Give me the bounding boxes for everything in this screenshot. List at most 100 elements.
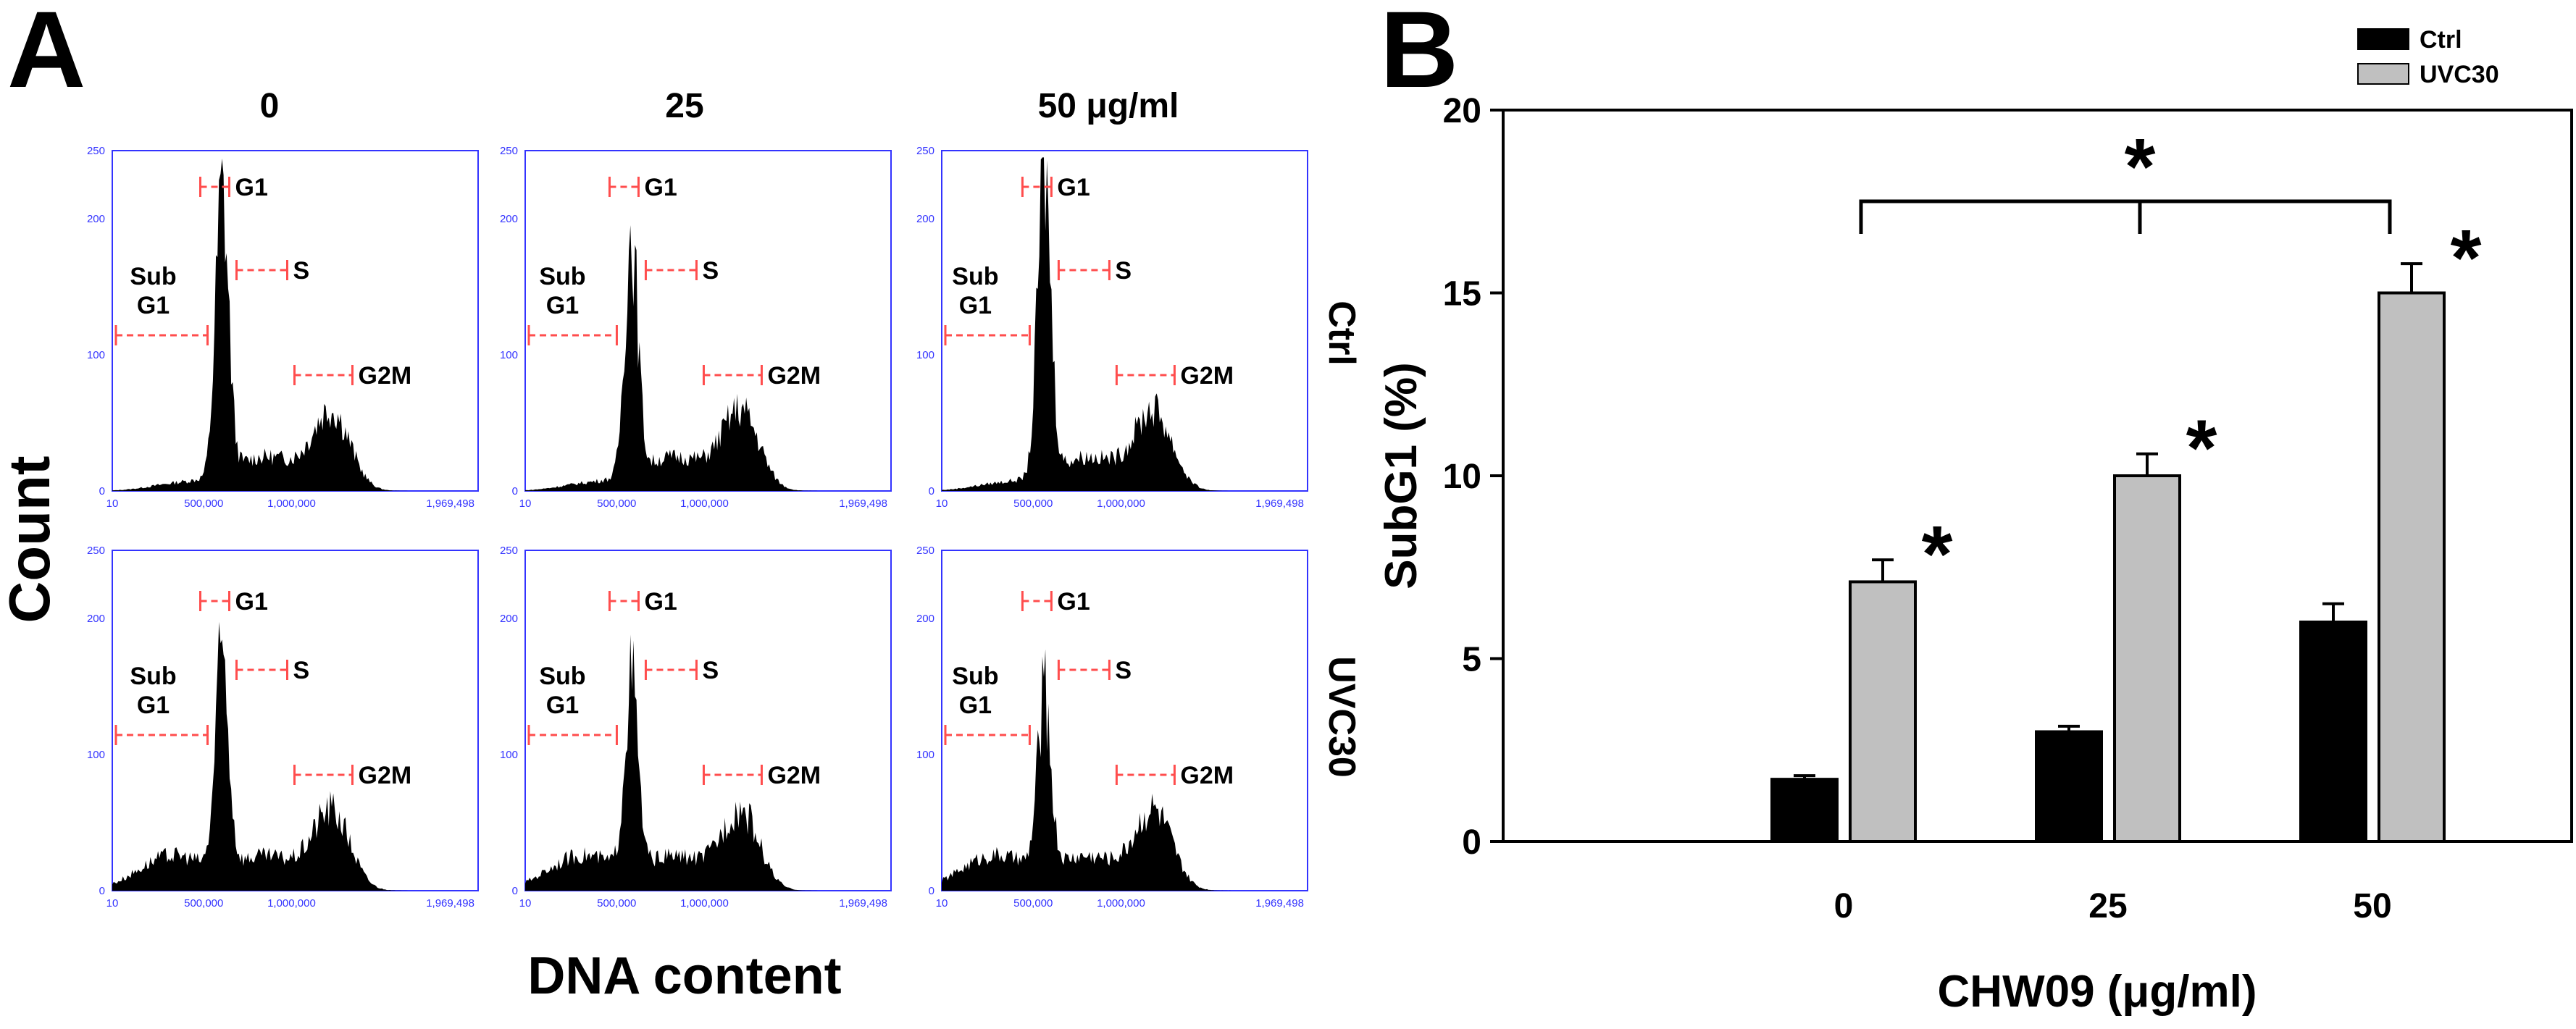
histogram-xtick: 1,000,000 (1097, 497, 1145, 510)
histogram-xtick: 500,000 (597, 897, 636, 910)
significance-star: * (2451, 214, 2482, 303)
histogram-xtick: 1,969,498 (1255, 897, 1304, 910)
histogram-frame (941, 150, 1308, 492)
legend-label-ctrl: Ctrl (2420, 26, 2462, 54)
histogram-ytick: 100 (916, 349, 934, 361)
bar-x-axis: 0 25 50 (1834, 887, 2392, 925)
histogram-xtick: 10 (519, 897, 532, 910)
panel-a-row-title-ctrl: Ctrl (1321, 301, 1363, 366)
histogram-ytick: 200 (916, 613, 934, 625)
bar-ytick-label: 10 (1443, 458, 1481, 496)
histogram-ytick: 200 (87, 213, 105, 225)
panel-a-letter: A (7, 0, 85, 110)
s-gate-label: S (293, 657, 310, 684)
g1-gate-label: G1 (235, 588, 268, 616)
g2m-gate-label: G2M (1180, 762, 1234, 789)
histogram-ytick: 250 (500, 545, 518, 557)
histogram-trace (942, 157, 1308, 491)
panel-a-row-title-uvc30: UVC30 (1321, 656, 1363, 778)
histogram-ytick: 0 (512, 885, 518, 897)
subg1-label-line1: Sub (952, 663, 998, 690)
histogram-ytick: 200 (500, 213, 518, 225)
subg1-bar-chart: 0 5 10 15 20 0 25 50 * * * * SubG1 (%) CHW09 (μg/… (1376, 26, 2573, 1017)
bar-ytick-label: 5 (1462, 641, 1481, 679)
subg1-label-line2: G1 (137, 292, 170, 319)
histogram-ytick: 0 (929, 885, 934, 897)
subg1-label-line1: Sub (130, 263, 176, 290)
histogram-frame (941, 550, 1308, 891)
histogram-xtick: 10 (106, 897, 119, 910)
histogram-ytick: 100 (87, 749, 105, 761)
panel-b-letter: B (1380, 0, 1458, 110)
histogram-frame (524, 150, 892, 492)
g2m-gate-label: G2M (767, 762, 821, 789)
panel-a-col-title-50: 50 μg/ml (1038, 87, 1179, 125)
subg1-label-line2: G1 (137, 692, 170, 719)
histogram-xtick: 500,000 (597, 497, 636, 510)
histogram-xtick: 10 (936, 497, 948, 510)
g2m-gate-label: G2M (1180, 362, 1234, 390)
histogram-xtick: 1,000,000 (267, 897, 316, 910)
histogram-ytick: 100 (500, 349, 518, 361)
histogram-ytick: 100 (87, 349, 105, 361)
g2m-gate-label: G2M (767, 362, 821, 390)
s-gate-label: S (702, 257, 719, 285)
histogram-xtick: 1,000,000 (680, 497, 729, 510)
histogram-xtick: 1,000,000 (1097, 897, 1145, 910)
bar-ytick-label: 20 (1443, 92, 1481, 130)
histogram-ytick: 0 (512, 485, 518, 497)
g1-gate-label: G1 (644, 588, 677, 616)
histogram-frame (112, 550, 479, 891)
histogram-xtick: 500,000 (184, 897, 223, 910)
g2m-gate-label: G2M (359, 762, 412, 789)
bar-ylabel: SubG1 (%) (1376, 362, 1426, 589)
subg1-label-line2: G1 (959, 692, 992, 719)
histogram-ytick: 200 (87, 613, 105, 625)
bar-xtick-label: 50 (2353, 887, 2391, 925)
legend-swatch-uvc30 (2357, 63, 2409, 85)
histogram-ytick: 250 (500, 145, 518, 157)
g1-gate-label: G1 (1057, 174, 1090, 201)
histogram-trace (112, 159, 478, 491)
histogram-ytick: 250 (916, 545, 934, 557)
histogram-xtick: 500,000 (1013, 897, 1053, 910)
subg1-label-line2: G1 (546, 692, 579, 719)
histogram-xtick: 500,000 (184, 497, 223, 510)
panel-a-col-title-25: 25 (665, 87, 703, 125)
significance-marks: * * * * (1859, 122, 2482, 599)
significance-bracket (1859, 199, 2392, 234)
s-gate-label: S (702, 657, 719, 684)
histogram-ytick: 0 (99, 485, 105, 497)
histogram-ytick: 100 (916, 749, 934, 761)
subg1-label-line2: G1 (546, 292, 579, 319)
histogram-frame (524, 550, 892, 891)
histogram-ytick: 250 (916, 145, 934, 157)
histogram-ytick: 0 (929, 485, 934, 497)
subg1-label-line1: Sub (952, 263, 998, 290)
histogram-ytick: 0 (99, 885, 105, 897)
histogram-ytick: 100 (500, 749, 518, 761)
legend-label-uvc30: UVC30 (2420, 61, 2499, 88)
bar-ytick-label: 15 (1443, 275, 1481, 314)
g1-gate-label: G1 (644, 174, 677, 201)
bar-ytick-label: 0 (1462, 823, 1481, 862)
histogram-trace (942, 649, 1308, 891)
histogram-xtick: 1,000,000 (267, 497, 316, 510)
histogram-xtick: 1,969,498 (839, 897, 887, 910)
histogram-xtick: 1,000,000 (680, 897, 729, 910)
histogram-xtick: 10 (519, 497, 532, 510)
histogram-xtick: 10 (936, 897, 948, 910)
bar-ctrl-50 (2299, 621, 2367, 843)
s-gate-label: S (1115, 257, 1132, 285)
g1-gate-label: G1 (1057, 588, 1090, 616)
histogram-xtick: 10 (106, 497, 119, 510)
histogram-ytick: 250 (87, 545, 105, 557)
bar-legend: Ctrl UVC30 (2357, 26, 2499, 88)
bar-uvc30-50 (2378, 291, 2446, 843)
significance-star: * (2186, 404, 2217, 493)
